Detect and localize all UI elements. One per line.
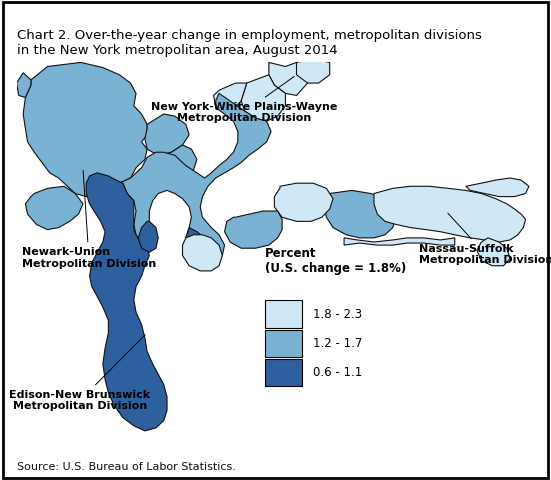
Polygon shape bbox=[186, 228, 208, 263]
Polygon shape bbox=[324, 191, 396, 238]
Text: New York-White Plains-Wayne
Metropolitan Division: New York-White Plains-Wayne Metropolitan… bbox=[151, 76, 337, 123]
Text: 1.2 - 1.7: 1.2 - 1.7 bbox=[313, 337, 362, 350]
Polygon shape bbox=[466, 178, 529, 197]
Polygon shape bbox=[274, 183, 333, 221]
Polygon shape bbox=[374, 186, 526, 242]
Polygon shape bbox=[120, 94, 271, 266]
Text: Percent
(U.S. change = 1.8%): Percent (U.S. change = 1.8%) bbox=[265, 247, 407, 275]
Text: 1.8 - 2.3: 1.8 - 2.3 bbox=[313, 308, 362, 321]
Polygon shape bbox=[23, 62, 147, 197]
Polygon shape bbox=[296, 60, 329, 83]
Polygon shape bbox=[87, 173, 167, 431]
Bar bbox=[265, 300, 302, 328]
Polygon shape bbox=[477, 238, 510, 266]
Polygon shape bbox=[158, 145, 197, 176]
Polygon shape bbox=[269, 62, 307, 96]
Text: Edison-New Brunswick
Metropolitan Division: Edison-New Brunswick Metropolitan Divisi… bbox=[9, 335, 150, 411]
Text: Nassau-Suffolk
Metropolitan Division: Nassau-Suffolk Metropolitan Division bbox=[419, 213, 551, 265]
Polygon shape bbox=[17, 73, 31, 97]
Polygon shape bbox=[182, 235, 223, 271]
Bar bbox=[265, 359, 302, 386]
Polygon shape bbox=[213, 83, 247, 111]
Text: Chart 2. Over-the-year change in employment, metropolitan divisions
in the New Y: Chart 2. Over-the-year change in employm… bbox=[17, 29, 482, 57]
Polygon shape bbox=[225, 211, 282, 248]
Polygon shape bbox=[138, 221, 158, 252]
Text: 0.6 - 1.1: 0.6 - 1.1 bbox=[313, 366, 362, 379]
Text: Newark-Union
Metropolitan Division: Newark-Union Metropolitan Division bbox=[22, 170, 156, 269]
Bar bbox=[265, 330, 302, 357]
Polygon shape bbox=[25, 186, 83, 229]
Text: Source: U.S. Bureau of Labor Statistics.: Source: U.S. Bureau of Labor Statistics. bbox=[17, 462, 235, 472]
Polygon shape bbox=[145, 114, 189, 156]
Polygon shape bbox=[344, 238, 455, 245]
Polygon shape bbox=[241, 75, 285, 121]
